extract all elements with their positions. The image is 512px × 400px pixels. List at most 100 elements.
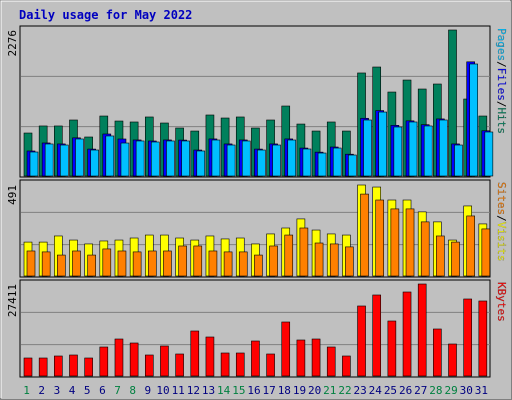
bar <box>99 346 109 377</box>
bar <box>257 149 266 177</box>
legend-entry: KBytes <box>495 282 508 322</box>
x-tick-label: 1 <box>23 384 30 397</box>
bar <box>345 246 354 277</box>
bar <box>129 342 139 377</box>
bar <box>481 228 491 277</box>
x-tick-label: 6 <box>99 384 106 397</box>
bar <box>105 135 115 177</box>
bar <box>120 142 130 177</box>
bar <box>205 336 215 377</box>
bar <box>463 298 472 377</box>
bar <box>348 154 357 177</box>
legend-entry: Sites <box>495 182 508 215</box>
bar <box>302 148 312 177</box>
bar <box>284 234 294 277</box>
bar <box>299 227 309 277</box>
bar <box>163 250 172 277</box>
bar <box>436 235 445 277</box>
x-tick-label: 25 <box>384 384 397 397</box>
bar <box>326 346 336 377</box>
bar <box>417 283 427 377</box>
bar <box>60 144 69 177</box>
bar <box>44 143 54 177</box>
bar <box>57 254 66 277</box>
bar <box>41 251 51 277</box>
bar <box>208 250 218 277</box>
x-tick-label: 18 <box>278 384 291 397</box>
bar <box>281 321 291 377</box>
bar <box>287 139 297 177</box>
x-tick-label: 24 <box>369 384 383 397</box>
x-tick-label: 16 <box>247 384 260 397</box>
bar <box>251 340 260 377</box>
bar <box>117 250 127 277</box>
bar <box>87 254 96 277</box>
y-tick-label: 2276 <box>6 30 19 57</box>
bar <box>269 245 278 277</box>
bar <box>387 320 397 377</box>
x-tick-label: 12 <box>187 384 200 397</box>
chart-title: Daily usage for May 2022 <box>19 8 192 22</box>
legend-entry: Files <box>495 68 508 101</box>
y-tick-label: 491 <box>6 185 19 205</box>
legend: Sites/Visits <box>495 182 508 262</box>
bar <box>135 140 145 177</box>
x-tick-label: 20 <box>308 384 321 397</box>
bar <box>393 126 403 177</box>
bar <box>150 141 160 177</box>
legend-entry: Hits <box>495 108 508 135</box>
legend-entry: Pages <box>495 28 508 61</box>
bar <box>405 208 415 277</box>
x-tick-label: 21 <box>323 384 336 397</box>
x-tick-label: 14 <box>217 384 231 397</box>
x-tick-label: 2 <box>38 384 45 397</box>
bar <box>272 144 281 177</box>
bar <box>178 245 187 277</box>
x-tick-label: 31 <box>475 384 488 397</box>
bar <box>317 152 327 177</box>
bar <box>75 138 84 177</box>
x-tick-label: 15 <box>232 384 245 397</box>
x-tick-label: 11 <box>172 384 185 397</box>
x-tick-label: 10 <box>156 384 169 397</box>
x-tick-label: 30 <box>460 384 473 397</box>
bar <box>190 330 200 377</box>
bar <box>147 250 157 277</box>
bar <box>423 125 433 177</box>
bar <box>102 248 112 277</box>
bar <box>332 147 342 177</box>
bar <box>439 119 448 177</box>
bar <box>181 140 190 177</box>
bar <box>211 139 221 177</box>
bar <box>144 354 154 377</box>
bar <box>26 250 36 277</box>
bar <box>451 241 460 277</box>
bar <box>235 352 245 377</box>
bar <box>314 242 324 277</box>
bar <box>311 338 321 377</box>
bar <box>254 254 263 277</box>
x-tick-label: 27 <box>414 384 427 397</box>
bar <box>90 149 99 177</box>
bar <box>390 208 400 277</box>
bar <box>408 121 418 177</box>
x-tick-label: 19 <box>293 384 306 397</box>
x-tick-label: 5 <box>84 384 91 397</box>
bar <box>23 357 33 377</box>
bar <box>266 353 275 377</box>
bar <box>223 251 233 277</box>
bar <box>193 245 203 277</box>
bar <box>375 199 385 277</box>
legend-entry: Visits <box>495 222 508 262</box>
bar <box>484 131 494 177</box>
bar <box>402 291 412 377</box>
bar <box>469 63 478 177</box>
bar <box>478 300 488 377</box>
x-tick-label: 22 <box>338 384 351 397</box>
x-tick-label: 26 <box>399 384 412 397</box>
x-tick-label: 7 <box>114 384 121 397</box>
x-tick-label: 23 <box>354 384 367 397</box>
legend-separator: / <box>495 61 508 68</box>
bar <box>226 144 236 177</box>
